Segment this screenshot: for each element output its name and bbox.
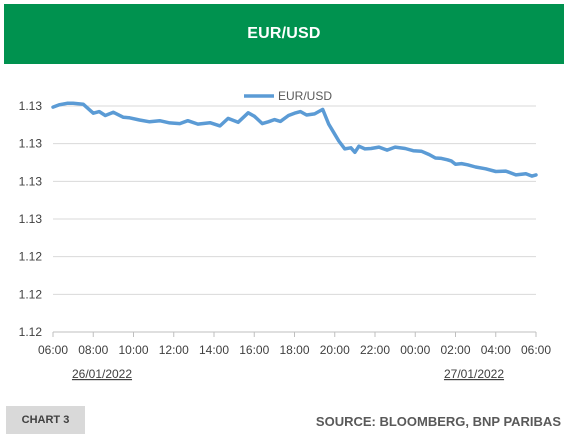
y-tick-label: 1.13 <box>19 174 43 188</box>
line-chart: 1.12 1.12 1.12 1.13 1.13 1.13 1.13 06:00 08:00 10… <box>19 89 552 381</box>
x-tick-label: 16:00 <box>239 343 269 357</box>
x-tick-label: 10:00 <box>118 343 148 357</box>
y-tick-label: 1.13 <box>19 137 43 151</box>
source-note: SOURCE: BLOOMBERG, BNP PARIBAS <box>315 414 561 429</box>
y-tick-label: 1.13 <box>19 212 43 226</box>
chart-number-label: CHART 3 <box>21 414 70 426</box>
x-tick-label: 12:00 <box>159 343 189 357</box>
y-tick-label: 1.12 <box>19 287 43 301</box>
date-label: 27/01/2022 <box>444 367 504 381</box>
x-tick-label: 04:00 <box>481 343 511 357</box>
chart-header: EUR/USD <box>4 4 564 64</box>
date-label: 26/01/2022 <box>72 367 132 381</box>
x-tick-label: 00:00 <box>400 343 430 357</box>
chart-title: EUR/USD <box>247 25 321 42</box>
y-tick-label: 1.13 <box>19 99 43 113</box>
x-tick-label: 06:00 <box>38 343 68 357</box>
chart-area: 1.12 1.12 1.12 1.13 1.13 1.13 1.13 06:00 08:00 10… <box>0 66 567 396</box>
x-tick-label: 08:00 <box>78 343 108 357</box>
y-tick-label: 1.12 <box>19 325 43 339</box>
x-tick-label: 06:00 <box>521 343 551 357</box>
x-tick-label: 20:00 <box>320 343 350 357</box>
y-tick-label: 1.12 <box>19 250 43 264</box>
x-tick-label: 14:00 <box>199 343 229 357</box>
legend-label: EUR/USD <box>278 89 332 103</box>
x-tick-label: 18:00 <box>279 343 309 357</box>
chart-number-badge: CHART 3 <box>6 406 85 434</box>
x-tick-label: 02:00 <box>440 343 470 357</box>
series-line <box>51 101 538 178</box>
x-tick-label: 22:00 <box>360 343 390 357</box>
